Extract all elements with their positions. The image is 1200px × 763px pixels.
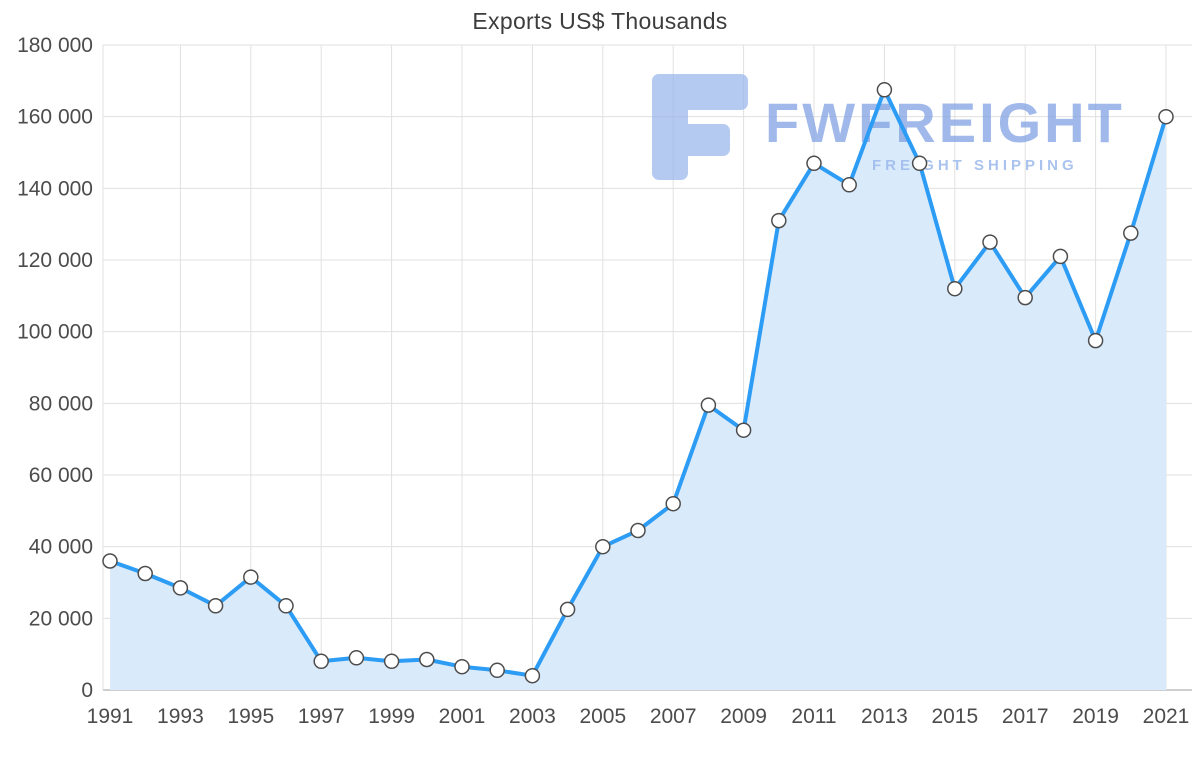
data-point-2019[interactable] [1087, 332, 1104, 349]
data-point-2003[interactable] [524, 667, 541, 684]
x-tick-label: 2007 [650, 705, 697, 728]
watermark: FWFREIGHT FREIGHT SHIPPING [652, 74, 1125, 180]
data-point-1995[interactable] [243, 569, 259, 585]
x-tick-label: 2019 [1072, 705, 1119, 728]
x-tick-label: 2001 [439, 705, 486, 728]
x-tick-label: 2003 [509, 705, 556, 728]
x-tick-label: 1995 [227, 705, 274, 728]
y-tick-label: 60 000 [29, 464, 93, 487]
data-point-1998[interactable] [348, 650, 365, 666]
data-point-2011[interactable] [806, 155, 822, 172]
data-point-2014[interactable] [911, 155, 928, 172]
y-tick-label: 40 000 [29, 536, 93, 559]
y-tick-label: 0 [81, 679, 93, 702]
y-tick-label: 140 000 [17, 177, 93, 200]
y-tick-label: 160 000 [17, 106, 93, 129]
data-point-2021[interactable] [1158, 108, 1174, 125]
data-point-2001[interactable] [454, 658, 470, 675]
x-tick-label: 2015 [931, 705, 978, 728]
data-point-1993[interactable] [172, 580, 189, 596]
x-tick-label: 1991 [87, 705, 134, 728]
series-area [110, 89, 1166, 691]
chart-title: Exports US$ Thousands [472, 8, 728, 34]
data-point-2000[interactable] [419, 651, 435, 668]
data-point-1997[interactable] [313, 653, 329, 670]
data-point-1994[interactable] [207, 598, 224, 614]
data-point-2004[interactable] [559, 601, 576, 618]
x-tick-label: 1993 [157, 705, 204, 728]
data-point-2007[interactable] [665, 495, 681, 512]
data-point-2006[interactable] [630, 522, 646, 539]
x-tick-label: 2011 [791, 705, 836, 728]
data-point-2002[interactable] [489, 662, 505, 679]
data-point-1996[interactable] [278, 598, 294, 614]
x-tick-label: 1997 [298, 705, 345, 728]
area-fill [110, 89, 1166, 691]
y-tick-label: 100 000 [17, 321, 93, 344]
data-point-2010[interactable] [771, 212, 787, 229]
x-tick-label: 2013 [861, 705, 908, 728]
watermark-tagline-text: FREIGHT SHIPPING [872, 157, 1078, 174]
data-points [102, 82, 1174, 684]
x-tick-label: 2021 [1143, 705, 1190, 728]
data-point-1999[interactable] [383, 653, 400, 670]
axis-labels: 0 20 000 40 000 60 000 80 000 100 000 120 000 1… [17, 34, 1189, 728]
data-point-2012[interactable] [841, 177, 857, 193]
data-point-2016[interactable] [982, 234, 998, 250]
data-point-2020[interactable] [1123, 225, 1139, 241]
watermark-brand-text: FWFREIGHT [765, 91, 1125, 154]
data-point-2015[interactable] [947, 280, 963, 297]
watermark-logo-icon [652, 74, 748, 180]
x-tick-label: 1999 [368, 705, 415, 728]
data-point-2017[interactable] [1017, 289, 1033, 306]
y-tick-label: 120 000 [17, 249, 93, 272]
x-tick-label: 2017 [1002, 705, 1049, 728]
data-point-2005[interactable] [595, 538, 611, 555]
y-tick-label: 180 000 [17, 34, 93, 57]
x-tick-label: 2005 [579, 705, 626, 728]
data-point-2013[interactable] [876, 82, 893, 98]
y-tick-label: 80 000 [29, 392, 93, 415]
data-point-2009[interactable] [735, 422, 752, 438]
y-tick-label: 20 000 [29, 607, 93, 630]
data-point-1991[interactable] [102, 553, 118, 569]
data-point-1992[interactable] [137, 565, 153, 582]
data-point-2008[interactable] [700, 397, 717, 413]
data-point-2018[interactable] [1052, 248, 1069, 265]
x-tick-label: 2009 [720, 705, 767, 728]
